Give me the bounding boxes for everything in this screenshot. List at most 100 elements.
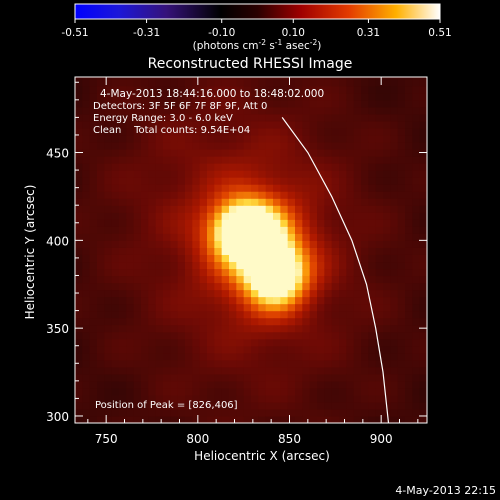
heatmap-cell [133, 296, 142, 305]
heatmap-cell [390, 141, 399, 150]
heatmap-cell [243, 85, 252, 94]
annotation-energy-range: Energy Range: 3.0 - 6.0 keV [93, 113, 233, 124]
heatmap-cell [258, 366, 267, 375]
heatmap-cell [287, 85, 296, 94]
heatmap-cell [214, 205, 223, 213]
heatmap-cell [309, 113, 318, 122]
heatmap-cell [185, 120, 193, 129]
heatmap-cell [295, 331, 303, 340]
heatmap-cell [295, 408, 303, 417]
heatmap-cell [192, 275, 201, 284]
heatmap-cell [412, 106, 421, 115]
heatmap-cell [375, 408, 384, 417]
heatmap-cell [265, 282, 274, 291]
heatmap-cell [207, 331, 215, 340]
heatmap-cell [82, 247, 91, 255]
heatmap-cell [111, 275, 120, 284]
heatmap-cell [419, 373, 427, 382]
heatmap-cell [148, 338, 157, 347]
heatmap-cell [104, 310, 113, 319]
heatmap-cell [265, 401, 274, 410]
heatmap-cell [339, 359, 347, 368]
heatmap-cell [155, 394, 164, 403]
heatmap-cell [419, 352, 427, 361]
heatmap-cell [199, 282, 208, 291]
heatmap-cell [287, 338, 296, 347]
heatmap-cell [214, 331, 223, 340]
heatmap-cell [82, 387, 91, 396]
heatmap-cell [390, 163, 399, 171]
heatmap-cell [265, 134, 274, 143]
heatmap-cell [302, 184, 311, 192]
heatmap-cell [229, 191, 237, 199]
heatmap-cell [361, 77, 369, 80]
heatmap-cell [126, 324, 135, 333]
heatmap-cell [243, 352, 252, 361]
heatmap-cell [331, 198, 340, 206]
heatmap-cell [148, 212, 157, 220]
heatmap-cell [251, 303, 259, 312]
heatmap-cell [390, 296, 399, 305]
heatmap-cell [302, 359, 311, 368]
heatmap-cell [309, 387, 318, 396]
heatmap-cell [258, 163, 267, 171]
heatmap-cell [361, 184, 369, 192]
heatmap-cell [170, 113, 179, 122]
heatmap-cell [273, 261, 281, 270]
heatmap-cell [265, 177, 274, 185]
heatmap-cell [185, 324, 193, 333]
heatmap-cell [170, 380, 179, 389]
heatmap-cell [119, 310, 127, 319]
heatmap-cell [258, 352, 267, 361]
heatmap-cell [236, 310, 245, 319]
heatmap-cell [331, 156, 340, 164]
heatmap-cell [82, 177, 91, 185]
heatmap-cell [339, 408, 347, 417]
heatmap-cell [221, 205, 230, 213]
heatmap-cell [258, 198, 267, 206]
heatmap-cell [170, 233, 179, 241]
heatmap-cell [141, 78, 149, 87]
heatmap-cell [82, 415, 91, 423]
heatmap-cell [324, 212, 333, 220]
heatmap-cell [390, 177, 399, 185]
heatmap-cell [265, 233, 274, 241]
heatmap-cell [405, 212, 413, 220]
heatmap-cell [258, 212, 267, 220]
heatmap-cell [82, 92, 91, 101]
heatmap-cell [163, 345, 171, 354]
heatmap-cell [273, 415, 281, 423]
heatmap-cell [324, 254, 333, 263]
heatmap-cell [353, 85, 362, 94]
heatmap-cell [148, 99, 157, 108]
heatmap-cell [302, 275, 311, 284]
heatmap-cell [207, 141, 215, 150]
heatmap-cell [302, 296, 311, 305]
heatmap-cell [221, 198, 230, 206]
heatmap-cell [155, 247, 164, 255]
heatmap-cell [155, 134, 164, 143]
heatmap-cell [419, 261, 427, 270]
heatmap-cell [405, 120, 413, 129]
heatmap-cell [405, 92, 413, 101]
heatmap-cell [309, 275, 318, 284]
heatmap-cell [111, 85, 120, 94]
heatmap-cell [375, 261, 384, 270]
heatmap-cell [163, 415, 171, 423]
heatmap-cell [119, 352, 127, 361]
heatmap-cell [397, 149, 406, 157]
heatmap-cell [265, 310, 274, 319]
heatmap-cell [346, 99, 355, 108]
heatmap-cell [207, 170, 215, 178]
heatmap-cell [199, 226, 208, 234]
heatmap-cell [412, 240, 421, 248]
heatmap-cell [214, 156, 223, 164]
heatmap-cell [375, 212, 384, 220]
heatmap-cell [236, 205, 245, 213]
heatmap-cell [295, 345, 303, 354]
heatmap-cell [155, 77, 164, 80]
heatmap-cell [302, 289, 311, 298]
heatmap-cell [199, 310, 208, 319]
heatmap-cell [287, 184, 296, 192]
heatmap-cell [383, 261, 391, 270]
